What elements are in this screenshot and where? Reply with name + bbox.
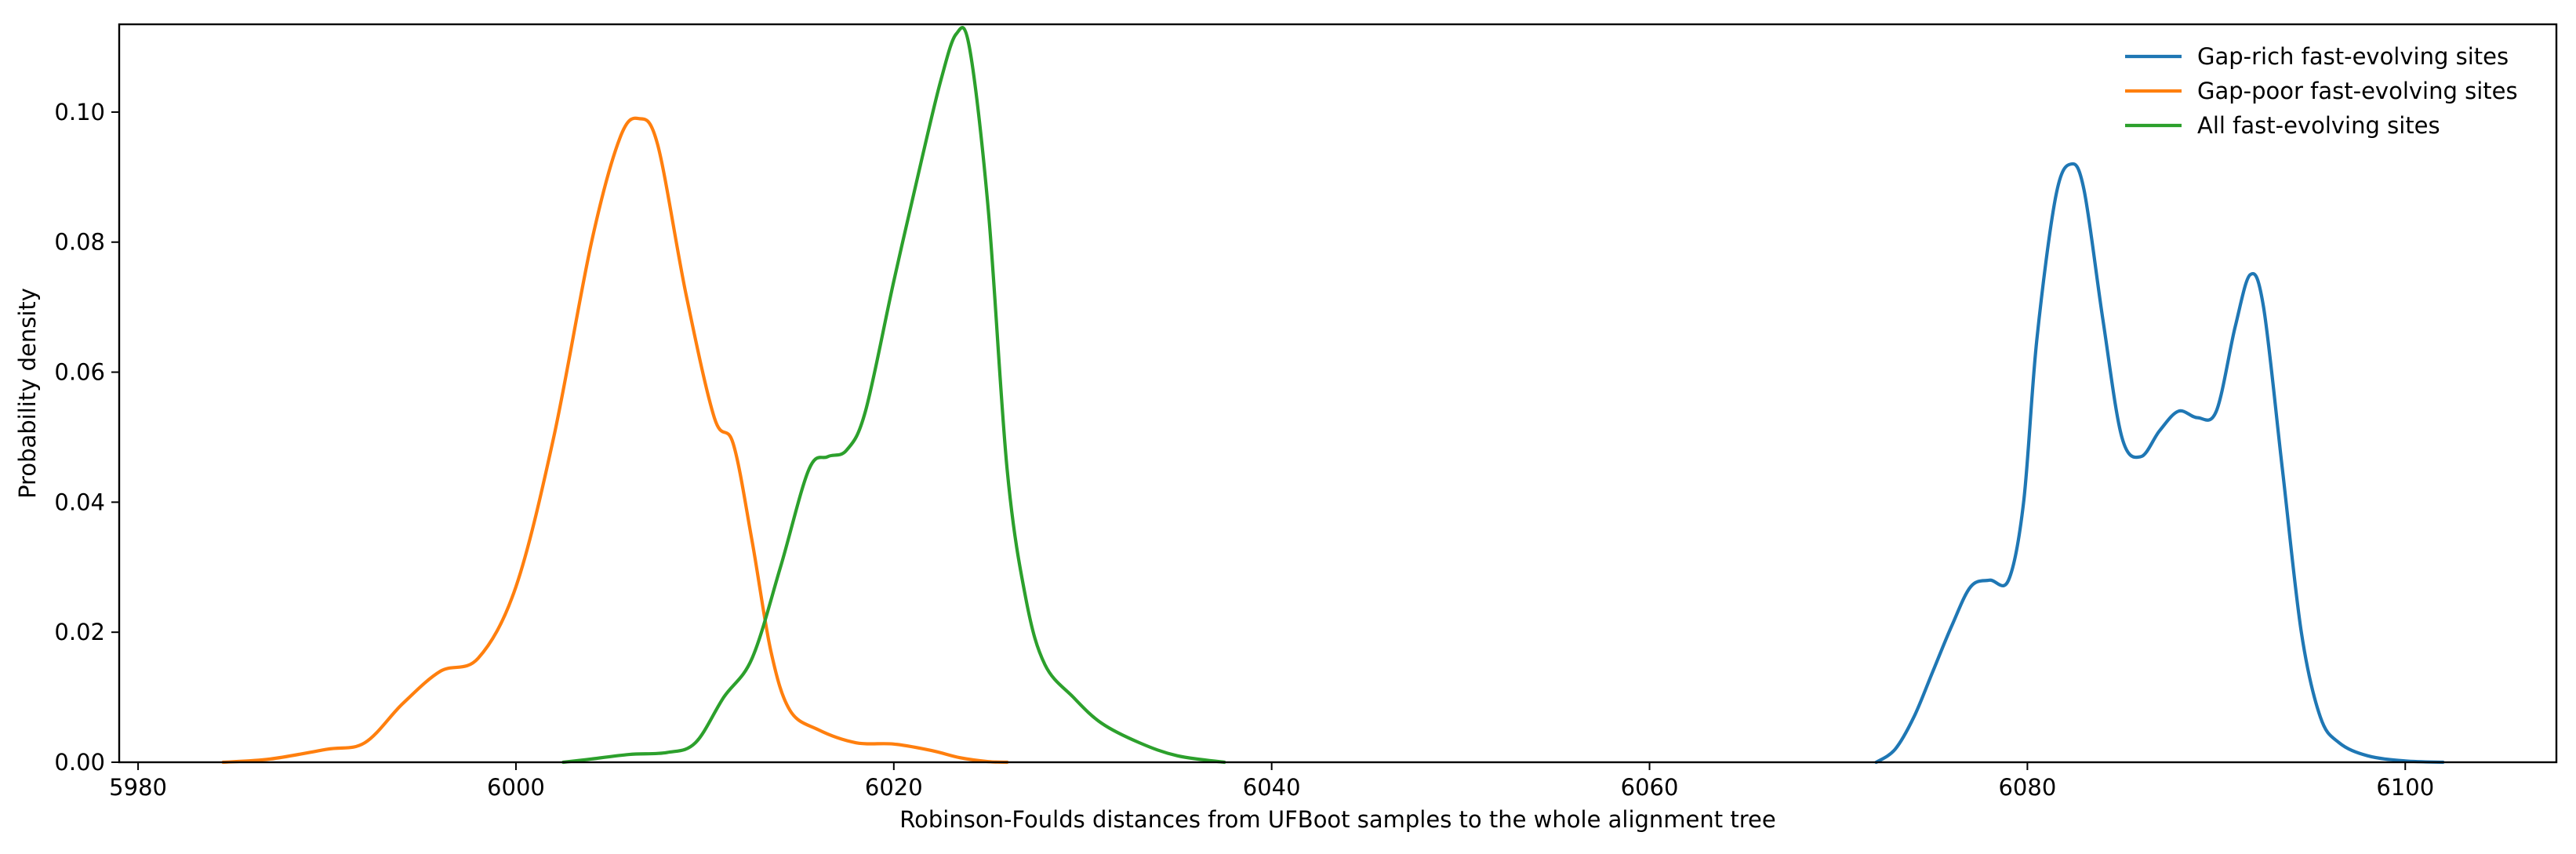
x-tick-label: 6040	[1243, 774, 1301, 801]
y-tick-label: 0.02	[54, 619, 105, 645]
series-line-all-fast-evolving-sites	[561, 26, 1226, 765]
x-tick-label: 6100	[2376, 774, 2434, 801]
legend: Gap-rich fast-evolving sites Gap-poor fas…	[2125, 43, 2518, 139]
x-tick-label: 6080	[1998, 774, 2056, 801]
x-tick-label: 5980	[109, 774, 167, 801]
y-tick-label: 0.00	[54, 749, 105, 776]
x-ticks: 5980 6000 6020 6040 6060 6080 6100	[109, 762, 2434, 801]
y-ticks: 0.00 0.02 0.04 0.06 0.08 0.10	[54, 99, 119, 776]
y-tick-label: 0.06	[54, 359, 105, 386]
y-tick-label: 0.04	[54, 489, 105, 515]
y-tick-label: 0.10	[54, 99, 105, 125]
series-line-gap-rich-fast-evolving-sites	[1874, 162, 2445, 765]
plot-frame	[118, 23, 2558, 764]
series-layer	[221, 26, 2445, 765]
x-axis-label: Robinson-Foulds distances from UFBoot sa…	[899, 806, 1775, 833]
y-tick-label: 0.08	[54, 229, 105, 256]
x-tick-label: 6000	[487, 774, 545, 801]
legend-label-all-fast-evolving-sites: All fast-evolving sites	[2197, 112, 2440, 139]
legend-label-gap-poor-fast-evolving-sites: Gap-poor fast-evolving sites	[2197, 78, 2518, 104]
x-tick-label: 6020	[865, 774, 923, 801]
series-line-gap-poor-fast-evolving-sites	[221, 116, 1009, 765]
legend-label-gap-rich-fast-evolving-sites: Gap-rich fast-evolving sites	[2197, 43, 2509, 70]
x-tick-label: 6060	[1621, 774, 1679, 801]
y-axis-label: Probability density	[14, 288, 41, 499]
